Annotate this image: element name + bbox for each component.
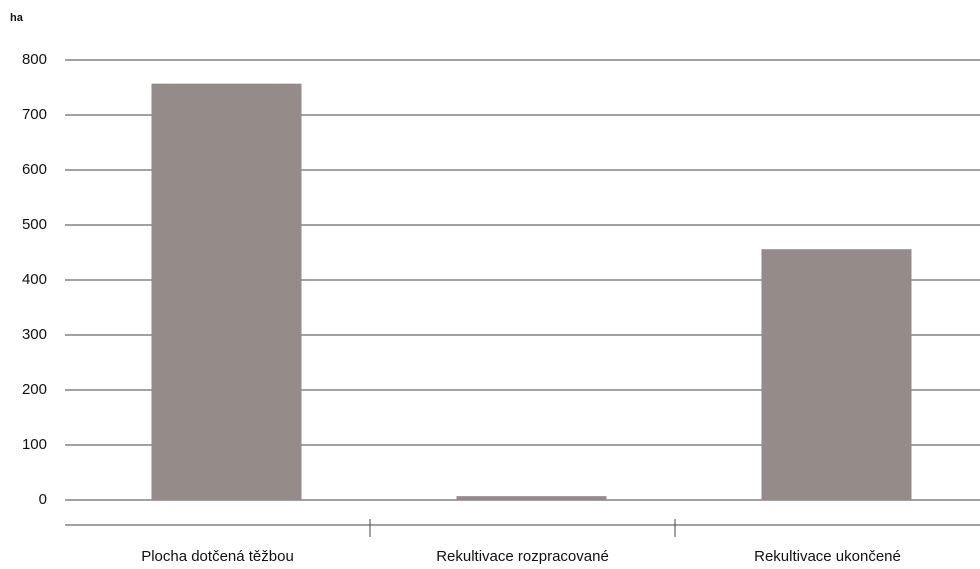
y-tick-label: 400 bbox=[22, 271, 47, 288]
y-tick-label: 200 bbox=[22, 381, 47, 398]
y-tick-label: 500 bbox=[22, 216, 47, 233]
y-axis-label: ha bbox=[10, 12, 24, 24]
x-tick-label: Rekultivace ukončené bbox=[754, 548, 901, 565]
y-tick-label: 100 bbox=[22, 436, 47, 453]
x-tick-label: Rekultivace rozpracované bbox=[436, 548, 609, 565]
bar bbox=[151, 83, 302, 501]
y-tick-label: 0 bbox=[39, 491, 47, 508]
x-tick-label: Plocha dotčená těžbou bbox=[141, 548, 294, 565]
bar bbox=[761, 249, 912, 500]
y-tick-label: 800 bbox=[22, 51, 47, 68]
y-tick-label: 600 bbox=[22, 161, 47, 178]
y-tick-label: 300 bbox=[22, 326, 47, 343]
y-tick-label: 700 bbox=[22, 106, 47, 123]
bar bbox=[456, 496, 607, 500]
